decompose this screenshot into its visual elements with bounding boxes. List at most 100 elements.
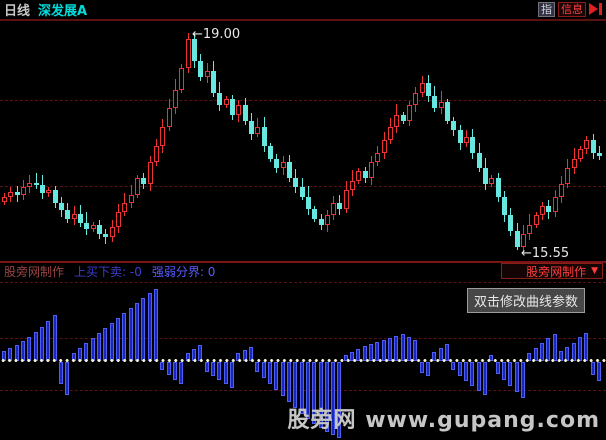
candle-body [495,178,501,197]
buy-sell-label: 上买下卖: [74,265,127,279]
hist-bar [179,362,184,384]
candle-body [375,153,381,162]
candle-body [432,96,438,108]
strength-value: 0 [207,265,216,279]
candle-body [96,225,102,234]
candle-body [312,209,318,219]
watermark-url: www.gupang.com [365,408,600,433]
hist-bar [457,362,462,376]
candle-body [299,187,305,197]
histogram-pane[interactable] [0,280,606,440]
candle-body [470,137,476,153]
candle-body [274,159,280,168]
hist-bar [65,362,70,395]
candle-body [166,108,172,127]
candle-body [141,178,147,184]
hist-bar [229,362,234,388]
candle-body [318,219,324,225]
titlebar-separator [0,19,606,21]
candle-body [172,90,178,108]
candle-wick [35,173,37,189]
candle-body [457,130,463,143]
candle-body [236,105,242,115]
candle-body [590,140,596,153]
low-price-annotation: ←15.55 [521,246,570,261]
candle-body [293,178,299,187]
candle-body [502,197,508,215]
hist-bar [470,362,475,386]
candle-body [20,187,26,195]
candle-body [305,197,311,209]
buy-sell-readout: 上买下卖: -0 [74,263,142,280]
candle-body [400,115,406,121]
candle-body [77,214,83,223]
candle-body [280,162,286,168]
candle-body [27,183,33,187]
candle-body [115,212,121,227]
play-marker-icon[interactable] [589,2,602,16]
candle-body [248,121,254,134]
candle-body [451,121,457,130]
hist-bar [476,362,481,391]
hist-bar [521,362,526,398]
candle-body [65,210,71,219]
hist-bar [217,362,222,380]
candle-body [210,71,216,93]
candle-body [84,223,90,229]
candle-body [324,215,330,225]
candle-body [388,127,394,140]
pane-divider[interactable] [0,261,606,263]
candle-body [134,178,140,195]
info-button[interactable]: 信息 [558,1,586,17]
strength-label: 强弱分界: [151,265,204,279]
candle-body [90,225,96,229]
candle-body [381,140,387,153]
candle-body [147,162,153,184]
candle-body [426,83,432,96]
candle-body [2,197,7,202]
maker-credit: 股旁网制作 [4,265,65,279]
price-gridline [0,186,606,187]
bar-icon [599,3,602,15]
hist-bar [128,308,133,361]
indicator-button[interactable]: 指 [538,1,555,17]
indicator-header: 股旁网制作 上买下卖: -0 强弱分界: 0 [4,263,215,280]
hist-bar [134,303,139,361]
candle-body [286,162,292,178]
candle-body [191,39,197,61]
indicator-gridline [0,282,606,283]
candle-body [217,93,223,105]
candle-body [565,168,571,184]
indicator-gridline [0,338,606,339]
candle-body [185,39,191,68]
candle-body [261,127,267,146]
watermark: 股旁网 www.gupang.com [288,402,600,434]
tooltip: 双击修改曲线参数 [467,288,586,313]
symbol-name: 深发展A [38,3,88,19]
candlestick-pane[interactable] [0,0,606,262]
candle-body [153,146,159,162]
title-buttons: 指 信息 [538,1,602,17]
hist-bar [464,362,469,381]
candle-body [356,171,362,181]
indicator-dropdown[interactable]: 股旁网制作 ▼ [501,263,603,279]
hist-bar [58,362,63,384]
candle-body [160,127,166,146]
zero-line-circles [0,357,606,364]
candle-body [597,153,603,156]
hist-bar [508,362,513,386]
hist-bar [274,362,279,390]
candle-body [255,127,261,134]
hist-bar [115,318,120,361]
candle-body [122,203,128,212]
strength-readout: 强弱分界: 0 [152,263,216,280]
candle-body [438,102,444,108]
hist-bar [483,362,488,395]
candle-body [540,206,546,215]
hist-bar [514,362,519,392]
candle-body [8,192,14,197]
candle-body [198,61,204,77]
candle-body [229,99,235,115]
candle-body [584,140,590,149]
price-gridline [0,100,606,101]
